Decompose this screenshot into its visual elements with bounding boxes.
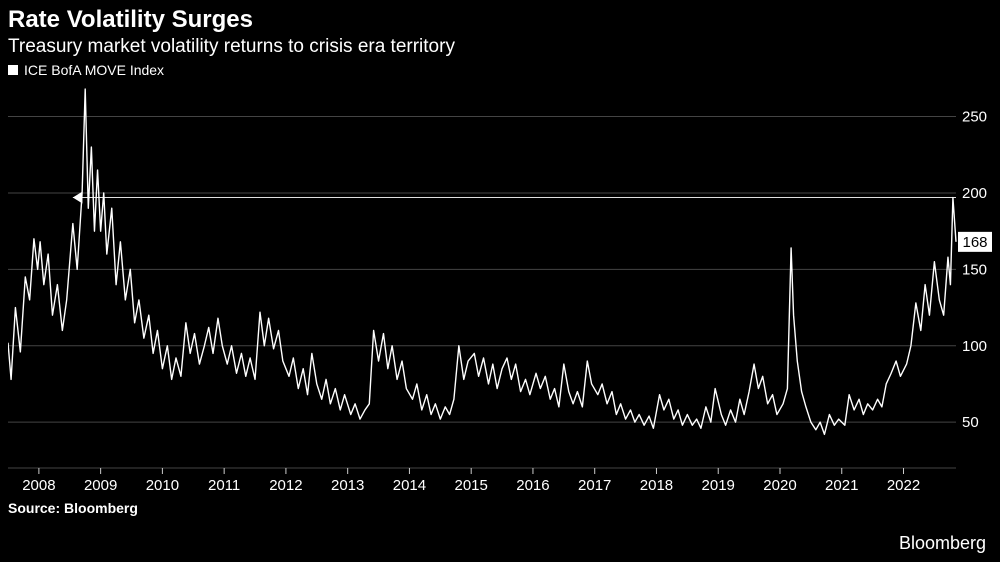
svg-text:2010: 2010 <box>146 477 179 494</box>
legend-swatch <box>8 65 18 75</box>
chart-subtitle: Treasury market volatility returns to cr… <box>8 36 455 58</box>
svg-text:2012: 2012 <box>269 477 302 494</box>
svg-text:2022: 2022 <box>887 477 920 494</box>
svg-text:2021: 2021 <box>825 477 858 494</box>
svg-text:2008: 2008 <box>22 477 55 494</box>
svg-text:2018: 2018 <box>640 477 673 494</box>
bloomberg-logo: Bloomberg <box>899 533 986 554</box>
chart-legend: ICE BofA MOVE Index <box>8 62 164 78</box>
svg-text:168: 168 <box>962 234 987 251</box>
svg-text:50: 50 <box>962 414 979 431</box>
svg-text:200: 200 <box>962 185 987 202</box>
svg-text:2013: 2013 <box>331 477 364 494</box>
chart-card: Rate Volatility Surges Treasury market v… <box>0 0 1000 562</box>
svg-text:2020: 2020 <box>763 477 796 494</box>
svg-text:2016: 2016 <box>516 477 549 494</box>
svg-text:100: 100 <box>962 338 987 355</box>
svg-text:2014: 2014 <box>393 477 426 494</box>
svg-text:2011: 2011 <box>208 477 240 494</box>
svg-text:2009: 2009 <box>84 477 117 494</box>
chart-source: Source: Bloomberg <box>8 500 138 516</box>
legend-label: ICE BofA MOVE Index <box>24 62 164 78</box>
svg-text:2019: 2019 <box>702 477 735 494</box>
svg-text:2017: 2017 <box>578 477 611 494</box>
chart-plot: 50 100 150 200 250 2008 2009 2010 2011 2012 2013 20… <box>8 80 992 498</box>
chart-title: Rate Volatility Surges <box>8 6 253 34</box>
svg-text:150: 150 <box>962 261 987 278</box>
svg-text:2015: 2015 <box>455 477 488 494</box>
svg-text:250: 250 <box>962 109 987 126</box>
